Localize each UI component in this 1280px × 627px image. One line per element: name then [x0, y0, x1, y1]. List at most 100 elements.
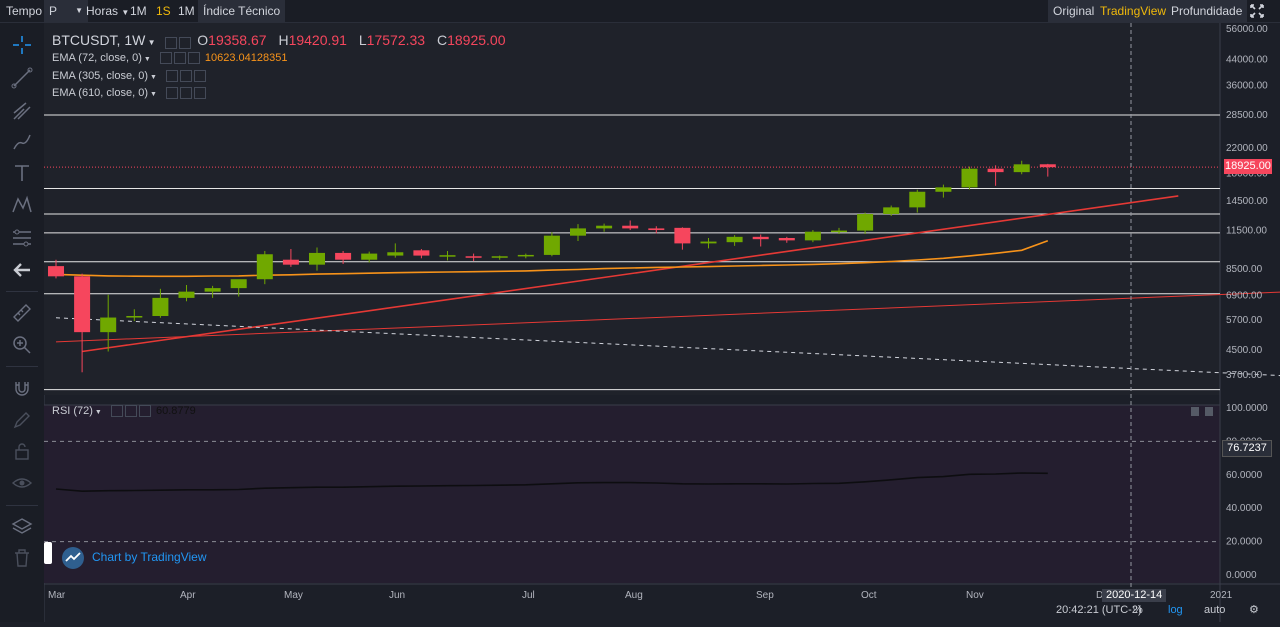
chevron-down-icon[interactable]: ▼ [148, 74, 157, 81]
magnet-icon[interactable] [10, 376, 34, 400]
candle-body[interactable] [309, 252, 325, 265]
candle-body[interactable] [831, 230, 847, 233]
eye-icon[interactable] [165, 87, 178, 100]
fib-icon[interactable] [10, 226, 34, 250]
text-tool-icon[interactable] [10, 161, 34, 185]
candle-body[interactable] [48, 266, 64, 277]
candle-body[interactable] [413, 250, 430, 256]
eye-icon[interactable] [159, 52, 172, 65]
expand-icon[interactable] [1244, 0, 1270, 22]
candle-body[interactable] [909, 191, 926, 208]
view-depth-button[interactable]: Profundidade [1166, 0, 1248, 22]
chevron-down-icon[interactable]: ▼ [145, 38, 156, 47]
pane-down-icon[interactable] [1205, 407, 1213, 416]
candle-body[interactable] [778, 237, 795, 241]
eye-icon[interactable] [10, 471, 34, 495]
candle-body[interactable] [726, 236, 743, 243]
back-arrow-icon[interactable] [10, 258, 34, 282]
candle-body[interactable] [570, 228, 586, 236]
settings-icon[interactable] [165, 36, 178, 49]
candle-body[interactable] [387, 252, 404, 256]
candle-body[interactable] [517, 254, 534, 257]
view-original-button[interactable]: Original [1048, 0, 1100, 22]
chevron-down-icon[interactable]: ▼ [148, 91, 157, 98]
trend-line-icon[interactable] [10, 66, 34, 90]
eye-icon[interactable] [165, 70, 178, 83]
candle-body[interactable] [126, 316, 143, 318]
trash-icon[interactable] [10, 546, 34, 570]
chart-area[interactable]: 3700.00 4500.00 5700.00 6900.00 8500.00 11500… [44, 23, 1280, 622]
candle-body[interactable] [230, 279, 247, 289]
chevron-down-icon[interactable]: ▼ [141, 56, 151, 63]
settings-icon[interactable] [179, 87, 192, 100]
close-icon[interactable] [187, 52, 200, 65]
candle-body[interactable] [465, 256, 482, 258]
candle-body[interactable] [361, 253, 378, 260]
candle-body[interactable] [883, 207, 900, 214]
candle-body[interactable] [700, 241, 717, 244]
pane-up-icon[interactable] [1191, 407, 1199, 416]
settings-icon[interactable] [179, 36, 192, 49]
ema-72-line[interactable] [55, 239, 1049, 278]
candle-body[interactable] [674, 227, 691, 244]
settings-icon[interactable] [124, 405, 137, 418]
lock-icon[interactable] [10, 439, 34, 463]
candle-body[interactable] [178, 291, 195, 298]
trendline[interactable] [55, 291, 1280, 343]
candle-body[interactable] [622, 225, 639, 229]
symbol-label[interactable]: BTCUSDT, 1W [52, 32, 146, 48]
candle-body[interactable] [804, 231, 821, 241]
candle-body[interactable] [857, 213, 874, 231]
brush-icon[interactable] [10, 129, 34, 153]
candle-body[interactable] [961, 168, 978, 188]
candle-body[interactable] [256, 254, 273, 280]
close-icon[interactable] [138, 405, 151, 418]
candle-body[interactable] [987, 168, 1004, 173]
eye-icon[interactable] [110, 405, 123, 418]
candle-body[interactable] [152, 297, 169, 317]
candle-body[interactable] [335, 252, 352, 260]
candle-body[interactable] [491, 256, 508, 258]
candle-body[interactable] [204, 288, 221, 292]
gear-icon[interactable]: ⚙ [1249, 604, 1259, 616]
candle-body[interactable] [752, 236, 769, 240]
ruler-icon[interactable] [10, 301, 34, 325]
ema3-label[interactable]: EMA (610, close, 0) [52, 87, 148, 99]
trendline[interactable] [81, 195, 1179, 353]
pitchfork-icon[interactable] [10, 99, 34, 123]
interval-1m-button[interactable]: 1M [130, 4, 147, 18]
zoom-in-icon[interactable] [10, 333, 34, 357]
timezone[interactable]: (UTC-2) [1101, 604, 1142, 616]
pattern-icon[interactable] [10, 193, 34, 217]
period-select[interactable]: P ▼ [44, 0, 88, 22]
view-tradingview-button[interactable]: TradingView [1095, 0, 1172, 22]
interval-1M-button[interactable]: 1M [178, 4, 195, 18]
settings-icon[interactable] [179, 70, 192, 83]
rsi-label[interactable]: RSI (72) [52, 405, 93, 417]
candle-body[interactable] [648, 228, 665, 231]
panel-collapse-handle[interactable] [44, 542, 52, 564]
candle-body[interactable] [100, 317, 117, 333]
candle-body[interactable] [935, 187, 952, 192]
close-icon[interactable] [193, 87, 206, 100]
candle-body[interactable] [439, 255, 456, 257]
crosshair-icon[interactable] [10, 33, 34, 57]
candle-body[interactable] [74, 276, 91, 333]
layers-icon[interactable] [10, 515, 34, 539]
percent-button[interactable]: % [1133, 604, 1143, 616]
candle-body[interactable] [596, 225, 613, 229]
candle-body[interactable] [1039, 164, 1056, 168]
pencil-lock-icon[interactable] [10, 408, 34, 432]
chart-canvas[interactable]: 3700.00 4500.00 5700.00 6900.00 8500.00 11500… [44, 23, 1280, 622]
settings-icon[interactable] [173, 52, 186, 65]
tradingview-watermark[interactable]: Chart by TradingView [62, 547, 207, 569]
ema1-label[interactable]: EMA (72, close, 0) [52, 52, 142, 64]
interval-1s-button[interactable]: 1S [156, 4, 171, 18]
candle-body[interactable] [543, 235, 560, 255]
rsi-line[interactable] [55, 472, 1048, 493]
horas-dropdown[interactable]: Horas ▼ [86, 0, 129, 22]
auto-button[interactable]: auto [1204, 604, 1226, 616]
ema2-label[interactable]: EMA (305, close, 0) [52, 70, 148, 82]
log-button[interactable]: log [1168, 604, 1183, 616]
candle-body[interactable] [1013, 164, 1030, 173]
